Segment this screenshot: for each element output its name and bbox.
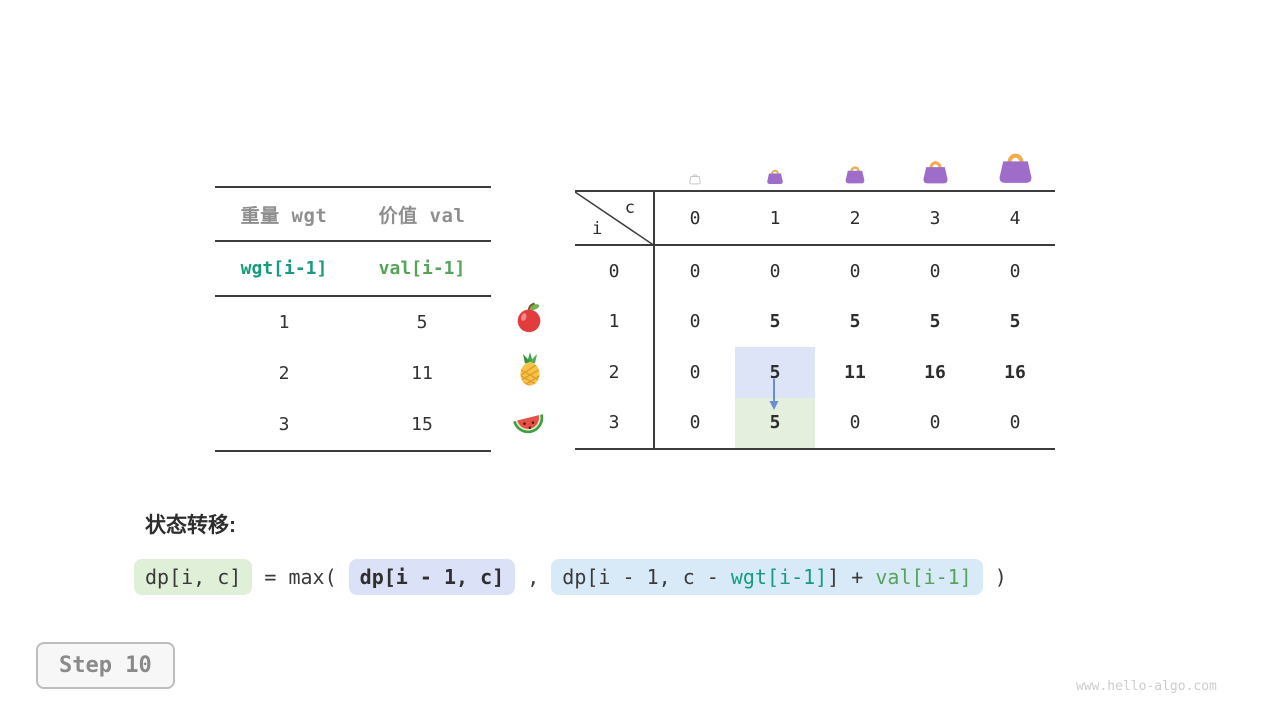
item-table-header: 重量 wgt 价值 val [215, 188, 491, 242]
dp-table: c i 0 1 2 3 4 0 0 0 0 0 0 1 0 5 5 5 5 2 … [575, 190, 1055, 450]
pineapple-icon [512, 351, 548, 391]
formula-close: ) [982, 565, 1007, 589]
item-row: 2 11 [215, 348, 491, 399]
item-row: 3 15 [215, 399, 491, 450]
dp-row-header: 0 [575, 246, 655, 297]
dp-col-header: 1 [735, 192, 815, 246]
item-value: 15 [411, 414, 433, 435]
dp-cell: 5 [929, 311, 941, 333]
bag-icon [765, 167, 785, 188]
step-badge: Step 10 [36, 642, 175, 689]
state-transition-formula: dp[i, c] = max( dp[i - 1, c] , dp[i - 1,… [134, 559, 1007, 595]
dp-row-header: 1 [575, 296, 655, 347]
dp-cell: 0 [849, 412, 861, 434]
dp-cell: 0 [1009, 412, 1021, 434]
dp-col-header: 2 [815, 192, 895, 246]
bag-outline-icon [688, 172, 702, 188]
dp-cell: 16 [1004, 361, 1026, 383]
transition-arrow-icon [765, 378, 783, 418]
dp-row-header: 3 [575, 397, 655, 448]
item-table: 重量 wgt 价值 val wgt[i-1] val[i-1] 1 5 2 11… [215, 186, 491, 452]
weight-column-header: 重量 wgt [240, 204, 328, 227]
bag-icon [920, 157, 951, 188]
formula-alt-box: dp[i - 1, c - wgt[i-1]] + val[i-1] [551, 559, 983, 595]
item-value: 11 [411, 363, 433, 384]
item-value: 5 [416, 312, 428, 333]
watermark: www.hello-algo.com [1076, 679, 1217, 694]
item-table-var-row: wgt[i-1] val[i-1] [215, 242, 491, 297]
value-column-header: 价值 val [378, 204, 466, 227]
formula-arg2-wgt: wgt[i-1] [730, 565, 828, 589]
formula-arg2-mid: ] + [827, 565, 876, 589]
dp-cell: 0 [929, 412, 941, 434]
dp-cell: 0 [769, 260, 781, 282]
formula-source-box: dp[i - 1, c] [348, 559, 516, 595]
formula-separator: , [515, 565, 552, 589]
state-transition-label: 状态转移: [145, 514, 236, 537]
dp-cell: 5 [1009, 311, 1021, 333]
item-weight: 2 [278, 363, 290, 384]
dp-cell: 0 [689, 361, 701, 383]
dp-cell: 5 [769, 311, 781, 333]
formula-target-box: dp[i, c] [134, 559, 253, 595]
formula-arg2-val: val[i-1] [875, 565, 972, 589]
dp-col-header: 3 [895, 192, 975, 246]
watermelon-icon [510, 403, 548, 445]
item-weight: 3 [278, 414, 290, 435]
formula-equals: = max( [252, 565, 349, 589]
col-var-label: c [624, 198, 635, 218]
formula-arg2-prefix: dp[i - 1, c - [562, 565, 731, 589]
bag-icon [843, 163, 867, 188]
wgt-var-label: wgt[i-1] [240, 258, 328, 279]
bag-row [575, 134, 1055, 188]
val-var-label: val[i-1] [378, 258, 466, 279]
bag-icon [995, 148, 1036, 188]
dp-cell: 16 [924, 361, 946, 383]
apple-icon [512, 301, 546, 339]
dp-col-header: 0 [655, 192, 735, 246]
dp-cell: 11 [844, 361, 866, 383]
dp-cell: 0 [1009, 260, 1021, 282]
item-row: 1 5 [215, 297, 491, 348]
dp-row-header: 2 [575, 347, 655, 398]
dp-cell: 0 [689, 412, 701, 434]
item-weight: 1 [278, 312, 290, 333]
dp-cell: 5 [849, 311, 861, 333]
row-var-label: i [592, 219, 603, 239]
dp-corner-cell: c i [575, 192, 655, 246]
dp-cell: 0 [929, 260, 941, 282]
dp-cell: 0 [849, 260, 861, 282]
dp-cell: 0 [689, 260, 701, 282]
dp-cell: 0 [689, 311, 701, 333]
dp-col-header: 4 [975, 192, 1055, 246]
